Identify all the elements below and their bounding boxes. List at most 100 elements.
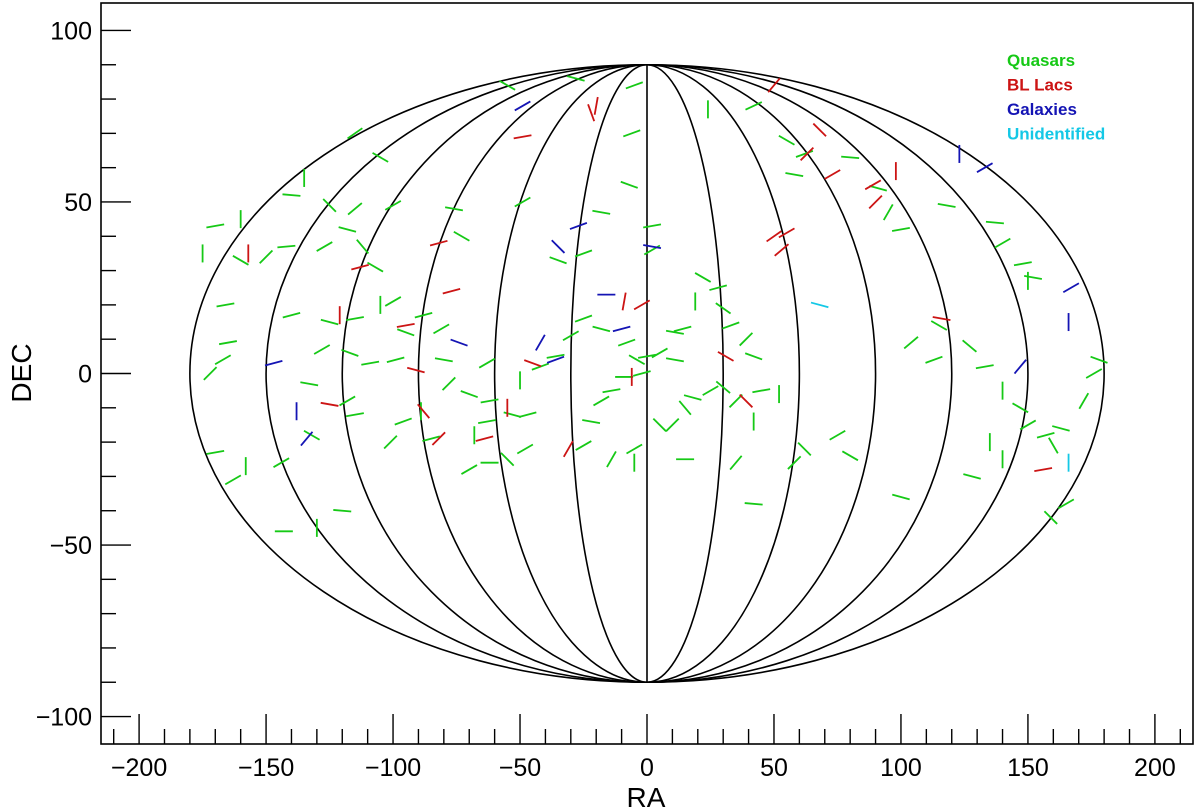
y-axis-title: DEC <box>6 343 37 402</box>
data-point <box>810 301 829 309</box>
data-point <box>715 302 732 315</box>
data-point <box>414 311 433 319</box>
data-point <box>417 403 430 419</box>
data-point <box>361 360 380 366</box>
data-point <box>206 223 225 229</box>
data-point <box>665 329 684 335</box>
data-point <box>442 287 461 295</box>
data-point <box>320 318 339 326</box>
data-point <box>592 209 611 215</box>
data-point <box>868 194 883 209</box>
data-point <box>622 129 641 138</box>
x-tick-label: 50 <box>760 754 788 782</box>
data-point <box>566 75 585 82</box>
series-unidentified <box>810 301 1070 472</box>
data-point <box>937 202 956 208</box>
data-point <box>477 419 497 424</box>
data-point <box>632 370 651 377</box>
data-point <box>356 239 370 255</box>
data-point <box>264 360 283 367</box>
data-point <box>394 417 412 426</box>
y-tick-label: 100 <box>50 17 92 45</box>
data-point <box>546 355 565 364</box>
data-point <box>925 355 943 364</box>
data-point <box>431 431 446 446</box>
series-galaxies <box>264 100 1080 447</box>
data-point <box>460 390 478 399</box>
sky-projection <box>189 63 1105 684</box>
data-point <box>1013 359 1027 375</box>
data-point <box>637 353 657 359</box>
data-point <box>546 353 565 359</box>
data-point <box>587 104 596 122</box>
data-point <box>625 81 644 90</box>
data-point <box>518 411 537 418</box>
data-point <box>766 230 782 243</box>
data-point <box>551 239 566 254</box>
data-point <box>797 441 812 456</box>
data-point <box>516 443 534 455</box>
y-tick-label: −50 <box>50 532 92 560</box>
data-point <box>562 330 580 342</box>
data-point <box>841 450 859 462</box>
data-point <box>282 311 301 319</box>
data-point <box>709 284 728 291</box>
data-point <box>562 440 574 458</box>
data-point <box>985 220 1004 225</box>
data-point <box>643 223 662 229</box>
data-point <box>903 336 919 350</box>
data-point <box>453 230 470 242</box>
data-point <box>1019 419 1037 431</box>
x-tick-label: 100 <box>880 754 922 782</box>
x-tick-label: 0 <box>640 754 654 782</box>
y-axis: −100 −50 0 50 100 <box>36 17 131 732</box>
data-point <box>744 502 763 506</box>
x-tick-label: −200 <box>111 754 167 782</box>
data-point <box>535 334 546 351</box>
data-point <box>628 354 646 366</box>
data-point <box>300 431 314 447</box>
data-point <box>665 357 684 363</box>
y-tick-label: 0 <box>78 361 92 389</box>
data-point <box>450 338 468 347</box>
data-point <box>785 172 804 177</box>
data-point <box>774 243 790 257</box>
data-point <box>882 204 894 221</box>
data-point <box>694 272 712 283</box>
data-point <box>683 394 702 401</box>
data-point <box>513 134 532 140</box>
data-point <box>216 302 235 308</box>
data-point <box>339 395 356 407</box>
legend-item: Galaxies <box>1007 100 1077 119</box>
data-point <box>549 256 567 265</box>
data-point <box>433 323 450 335</box>
data-point <box>478 357 496 369</box>
data-point <box>372 152 389 163</box>
data-point <box>930 320 948 331</box>
data-point <box>778 134 795 146</box>
data-point <box>333 509 352 513</box>
data-point <box>1012 402 1029 414</box>
data-point <box>975 364 994 370</box>
data-point <box>460 464 478 475</box>
data-point <box>652 417 667 432</box>
data-point <box>752 388 771 394</box>
y-tick-label: 50 <box>64 189 92 217</box>
data-point <box>406 366 425 374</box>
data-point <box>206 449 225 455</box>
data-point <box>729 455 743 471</box>
data-point <box>1062 282 1080 294</box>
y-tick-label: −100 <box>36 704 92 732</box>
data-point <box>702 385 719 396</box>
data-point <box>841 155 860 160</box>
data-point <box>643 244 662 250</box>
data-point <box>384 296 402 307</box>
data-point <box>273 457 290 468</box>
data-point <box>651 347 668 359</box>
series-bl-lacs <box>247 77 1053 473</box>
data-point <box>869 185 888 192</box>
data-point <box>341 348 359 357</box>
data-point <box>715 380 731 394</box>
